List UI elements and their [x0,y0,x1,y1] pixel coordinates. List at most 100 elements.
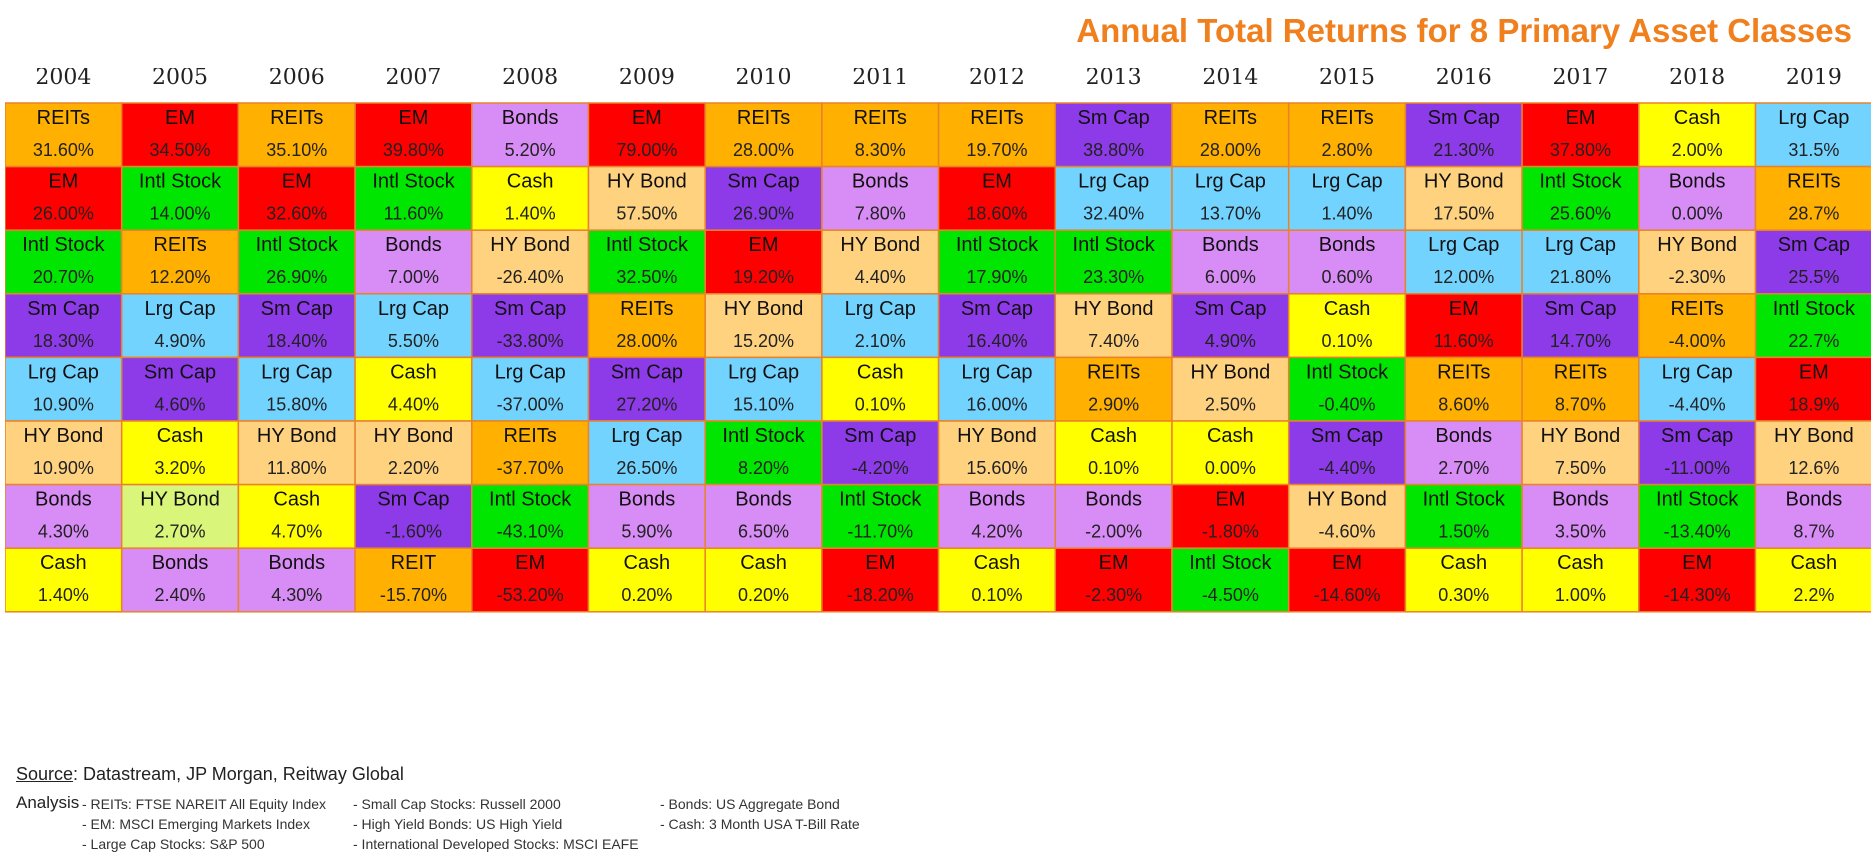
cell-asset-label: Sm Cap [1078,107,1150,129]
cell-asset-label: Cash [1674,107,1721,129]
cell-return-value: 17.90% [966,267,1027,287]
cell-return-value: -4.40% [1669,394,1726,414]
cell-asset-label: HY Bond [840,234,920,256]
cell-asset-label: Cash [623,552,670,574]
cell-2010-1 [704,102,823,168]
cell-2015-8 [1287,547,1407,613]
cell-2004-2 [5,165,123,231]
cell-asset-label: HY Bond [1307,489,1387,511]
cell-asset-label: EM [165,107,195,129]
cell-return-value: -11.70% [847,522,913,542]
cell-2010-7 [704,483,823,549]
cell-2005-2 [120,165,240,231]
cell-asset-label: Sm Cap [1778,234,1850,256]
cell-2009-4 [587,293,706,359]
cell-asset-label: EM [398,107,428,129]
cell-asset-label: HY Bond [1541,425,1621,447]
cell-2008-5 [471,356,590,422]
cell-asset-label: Sm Cap [611,361,683,383]
cell-return-value: 12.6% [1788,458,1839,478]
cell-asset-label: Lrg Cap [1662,361,1733,383]
cell-2004-7 [5,483,123,549]
cell-return-value: 4.60% [155,394,206,414]
cell-2007-8 [354,547,473,613]
cell-return-value: 39.80% [383,140,444,160]
cell-2013-5 [1054,356,1173,422]
cell-asset-label: Cash [1557,552,1604,574]
cell-asset-label: HY Bond [140,489,220,511]
cell-asset-label: REITs [153,234,206,256]
cell-asset-label: Lrg Cap [144,298,215,320]
cell-return-value: 35.10% [266,140,327,160]
note-cash: - Cash: 3 Month USA T-Bill Rate [660,816,860,832]
note-intl: - International Developed Stocks: MSCI E… [353,836,639,852]
cell-asset-label: Lrg Cap [1311,171,1382,193]
cell-return-value: -15.70% [380,585,447,605]
cell-asset-label: Bonds [152,552,209,574]
cell-2008-1 [471,102,590,168]
cell-asset-label: Intl Stock [1423,489,1506,511]
cell-return-value: -4.40% [1319,458,1376,478]
cell-asset-label: Sm Cap [261,298,333,320]
cell-asset-label: Sm Cap [1194,298,1266,320]
cell-asset-label: HY Bond [1191,361,1271,383]
cell-2007-2 [354,165,473,231]
cell-2017-4 [1521,293,1640,359]
cell-return-value: -26.40% [497,267,564,287]
cell-return-value: 28.00% [1200,140,1261,160]
cell-return-value: 25.60% [1550,204,1611,224]
cell-2014-1 [1171,102,1290,168]
cell-2011-8 [821,547,940,613]
cell-2010-8 [704,547,823,613]
cell-2009-2 [587,165,706,231]
notes-column-2: - Small Cap Stocks: Russell 2000 - High … [353,794,639,854]
cell-asset-label: Lrg Cap [845,298,916,320]
returns-grid: 2004 2005 2006 2007 2008 2009 2010 2011 2012 2013… [5,68,1871,613]
cell-2010-4 [704,293,823,359]
cell-2004-8 [5,547,123,613]
cell-return-value: 16.40% [966,331,1027,351]
cell-asset-label: Cash [1440,552,1487,574]
cell-return-value: 0.00% [1672,204,1723,224]
cell-return-value: 19.20% [733,267,794,287]
cell-asset-label: Cash [507,171,554,193]
cell-return-value: 13.70% [1200,204,1261,224]
cell-return-value: 23.30% [1083,267,1144,287]
cell-asset-label: EM [1682,552,1712,574]
cell-asset-label: Lrg Cap [1545,234,1616,256]
cell-asset-label: Lrg Cap [1778,107,1849,129]
cell-return-value: 14.00% [150,204,211,224]
cell-2014-6 [1171,420,1290,486]
cell-return-value: -37.00% [497,394,564,414]
cell-2010-3 [704,229,823,295]
cell-2017-5 [1521,356,1640,422]
cell-2019-8 [1754,547,1871,613]
cell-2012-8 [937,547,1057,613]
cell-asset-label: Intl Stock [22,234,105,256]
cell-return-value: 5.20% [505,140,556,160]
cell-asset-label: Intl Stock [956,234,1039,256]
cell-asset-label: Intl Stock [256,234,339,256]
cell-return-value: 28.7% [1788,204,1839,224]
year-label-2004: 2004 [35,68,91,90]
cell-return-value: 37.80% [1550,140,1611,160]
cell-2005-7 [120,483,240,549]
cell-return-value: -37.70% [497,458,564,478]
cell-asset-label: REITs [270,107,323,129]
cell-2013-1 [1054,102,1173,168]
cell-asset-label: REITs [970,107,1023,129]
cell-asset-label: Lrg Cap [495,361,566,383]
cell-asset-label: HY Bond [957,425,1037,447]
cell-asset-label: REITs [1554,361,1607,383]
cell-2006-3 [237,229,356,295]
cell-2016-3 [1404,229,1523,295]
cell-asset-label: Bonds [618,489,675,511]
cell-asset-label: Lrg Cap [611,425,682,447]
cell-asset-label: EM [1099,552,1129,574]
year-label-2017: 2017 [1552,68,1608,90]
cell-return-value: 2.50% [1205,394,1256,414]
year-label-2006: 2006 [269,68,325,90]
year-label-2007: 2007 [385,68,441,90]
year-label-2019: 2019 [1786,68,1842,90]
cell-return-value: 8.7% [1793,522,1834,542]
